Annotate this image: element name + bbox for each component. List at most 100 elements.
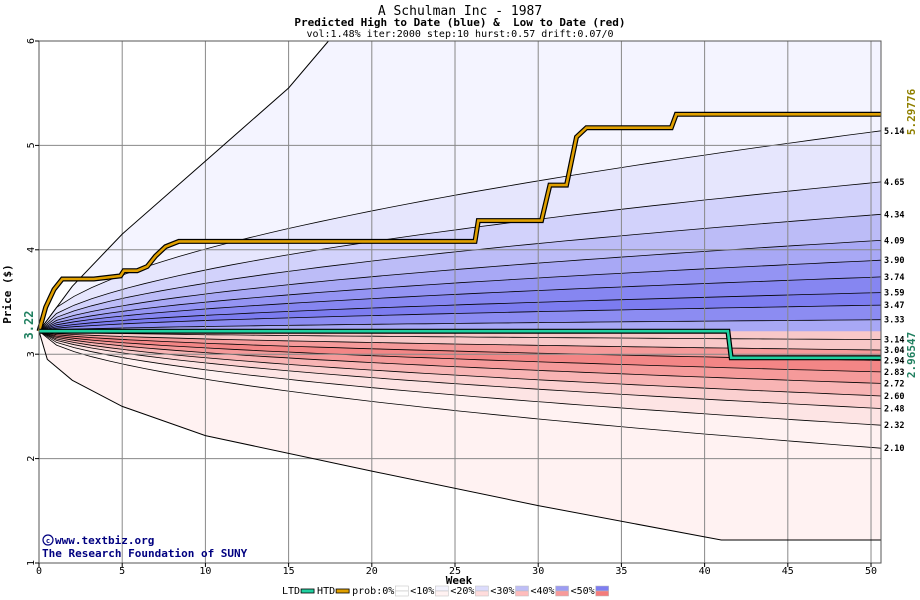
band-end-label: 3.14 — [884, 336, 904, 346]
legend-label: LTD — [282, 586, 300, 597]
legend-label: <40% — [531, 586, 555, 597]
legend-swatch-upper — [515, 585, 529, 592]
legend-label: <20% — [450, 586, 474, 597]
band-upper-2 — [39, 214, 881, 332]
x-tick-label: 25 — [449, 566, 461, 577]
band-end-label: 2.48 — [884, 404, 904, 414]
band-upper-0 — [39, 130, 881, 332]
band-boundary-line — [38, 304, 882, 332]
band-boundary-line — [38, 330, 882, 351]
x-tick-label: 20 — [366, 566, 378, 577]
legend-swatch-lower — [595, 590, 609, 597]
htd-line — [37, 113, 881, 332]
band-end-label: 3.74 — [884, 273, 904, 283]
band-lower-0 — [39, 331, 881, 350]
high-to-date-value: 5.29776 — [905, 88, 918, 135]
band-boundary-line — [38, 330, 882, 384]
band-end-label: 5.14 — [884, 127, 904, 137]
band-end-label: 3.04 — [884, 346, 904, 356]
x-tick-label: 35 — [615, 566, 627, 577]
outer-upper-line — [38, 40, 329, 332]
legend-swatch-lower — [555, 590, 569, 597]
band-boundary-line — [38, 240, 882, 332]
band-boundary-line — [38, 330, 882, 340]
htd-ltd-lines — [36, 111, 881, 361]
band-end-label: 4.09 — [884, 236, 904, 246]
band-boundary-line — [38, 130, 882, 332]
band-lower-4 — [39, 331, 881, 396]
chart-subtitle: Predicted High to Date (blue) & Low to D… — [294, 16, 625, 29]
probability-bands — [38, 41, 882, 563]
legend-swatch-lower — [515, 590, 529, 597]
x-tick-label: 45 — [782, 566, 794, 577]
band-lower-7 — [39, 331, 881, 449]
band-end-label: 3.59 — [884, 289, 904, 299]
band-upper-6 — [39, 292, 881, 332]
credit-org: The Research Foundation of SUNY — [42, 547, 248, 560]
x-tick-label: 15 — [283, 566, 295, 577]
legend-label: <30% — [490, 586, 514, 597]
band-boundary-line — [38, 276, 882, 332]
band-end-label: 3.47 — [884, 301, 904, 311]
band-end-label: 2.94 — [884, 357, 904, 367]
legend-swatch-upper — [435, 585, 449, 592]
legend-swatch-lower — [395, 590, 409, 597]
plot-frame — [38, 40, 882, 564]
legend-line-swatch — [300, 588, 315, 594]
y-tick-label: 5 — [26, 142, 37, 148]
legend-label: <50% — [571, 586, 595, 597]
y-tick-label: 6 — [26, 38, 37, 44]
credit-url: www.textbiz.org — [55, 534, 154, 547]
chart-params: vol:1.48% iter:2000 step:10 hurst:0.57 d… — [306, 29, 613, 40]
band-boundary-line — [38, 319, 882, 332]
y-tick-label: 3 — [26, 351, 37, 357]
y-tick-label: 2 — [26, 456, 37, 462]
copyright-glyph: c — [46, 537, 50, 545]
band-upper-3 — [39, 240, 881, 332]
y-tick-label: 1 — [26, 560, 37, 566]
start-price-label: 3.22 — [22, 311, 36, 340]
band-upper-5 — [39, 276, 881, 332]
band-upper-4 — [39, 260, 881, 332]
band-end-label: 4.34 — [884, 210, 904, 220]
ltd-line — [39, 329, 881, 360]
band-boundary-line — [38, 213, 882, 332]
x-tick-label: 10 — [199, 566, 211, 577]
band-boundary-line — [38, 330, 882, 373]
band-boundary-line — [38, 330, 882, 426]
band-lower-3 — [39, 331, 881, 384]
credit: c www.textbiz.org The Research Foundatio… — [42, 534, 248, 560]
band-boundary-line — [38, 292, 882, 332]
band-lower-5 — [39, 331, 881, 409]
band-end-label: 2.32 — [884, 421, 904, 431]
chart-title: A Schulman Inc - 1987 — [378, 4, 542, 19]
legend-swatch-lower — [475, 590, 489, 597]
band-boundary-line — [38, 330, 882, 397]
band-end-label: 2.83 — [884, 368, 904, 378]
legend-swatch-upper — [595, 585, 609, 592]
outer-envelope — [38, 40, 881, 541]
band-end-label: 4.65 — [884, 178, 904, 188]
band-upper-1 — [39, 181, 881, 332]
y-tick-label: 4 — [26, 247, 37, 253]
legend: LTD HTD prob:0% <10% <20% <30% <40% <50% — [282, 585, 609, 597]
x-tick-label: 5 — [119, 566, 125, 577]
low-to-date-value: 2.96547 — [905, 332, 918, 378]
band-boundary-line — [38, 259, 882, 332]
band-lower-6 — [39, 331, 881, 426]
band-end-labels: 5.14 4.65 4.34 4.09 3.90 3.74 3.59 3.47 3.33 3.14… — [884, 127, 904, 454]
x-tick-label: 40 — [699, 566, 711, 577]
copyright-icon — [42, 534, 54, 546]
x-axis-label: Week — [446, 574, 473, 587]
legend-swatch-upper — [475, 585, 489, 592]
legend-swatch-upper — [395, 585, 409, 592]
legend-swatch-upper — [555, 585, 569, 592]
band-boundary-line — [38, 181, 882, 332]
outer-lower-line — [38, 331, 881, 541]
legend-swatch-lower — [435, 590, 449, 597]
band-lower-1 — [39, 331, 881, 361]
legend-line-swatch — [335, 588, 350, 594]
y-axis-label: Price ($) — [1, 264, 14, 324]
band-end-label: 3.90 — [884, 256, 904, 266]
